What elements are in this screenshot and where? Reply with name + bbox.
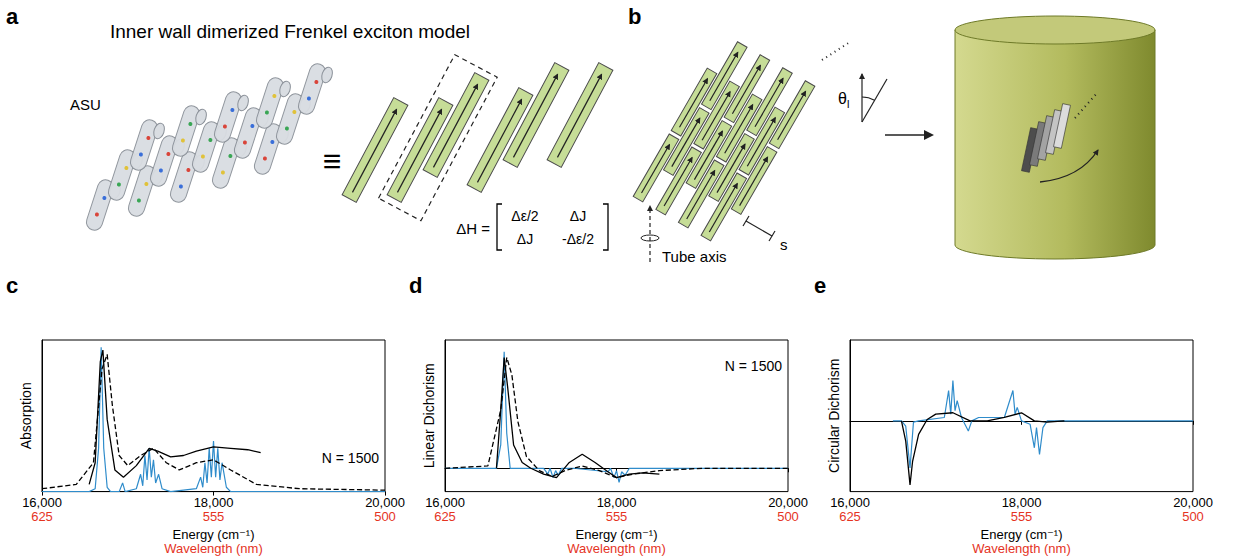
svg-text:Energy (cm⁻¹): Energy (cm⁻¹) — [576, 527, 658, 542]
svg-text:Circular Dichorism: Circular Dichorism — [826, 359, 842, 473]
svg-text:Δε/2: Δε/2 — [511, 208, 538, 224]
svg-text:Energy (cm⁻¹): Energy (cm⁻¹) — [173, 527, 255, 542]
svg-text:θl: θl — [838, 90, 849, 110]
svg-text:N = 1500: N = 1500 — [322, 450, 379, 466]
svg-text:555: 555 — [1011, 509, 1033, 524]
svg-text:625: 625 — [31, 509, 53, 524]
svg-text:Absorption: Absorption — [18, 382, 34, 449]
svg-text:20,000: 20,000 — [768, 495, 808, 510]
svg-text:b: b — [628, 4, 641, 29]
svg-text:Tube axis: Tube axis — [662, 248, 726, 265]
svg-text:-Δε/2: -Δε/2 — [562, 231, 594, 247]
svg-text:18,000: 18,000 — [597, 495, 637, 510]
svg-text:18,000: 18,000 — [194, 495, 234, 510]
svg-text:16,000: 16,000 — [425, 495, 465, 510]
svg-text:≡: ≡ — [323, 143, 342, 179]
svg-text:Inner wall dimerized Frenkel e: Inner wall dimerized Frenkel exciton mod… — [110, 21, 470, 42]
svg-text:d: d — [409, 273, 422, 298]
svg-text:Wavelength (nm): Wavelength (nm) — [567, 541, 666, 556]
svg-text:e: e — [814, 273, 826, 298]
svg-text:500: 500 — [777, 509, 799, 524]
svg-text:ΔJ: ΔJ — [517, 231, 533, 247]
svg-text:ΔH =: ΔH = — [456, 220, 490, 237]
svg-text:a: a — [6, 4, 19, 29]
svg-text:Energy (cm⁻¹): Energy (cm⁻¹) — [981, 527, 1063, 542]
svg-text:18,000: 18,000 — [1002, 495, 1042, 510]
svg-text:16,000: 16,000 — [830, 495, 870, 510]
svg-text:Wavelength (nm): Wavelength (nm) — [972, 541, 1071, 556]
svg-text:ΔJ: ΔJ — [570, 208, 586, 224]
svg-text:500: 500 — [1182, 509, 1204, 524]
svg-text:N = 1500: N = 1500 — [725, 358, 782, 374]
svg-text:ASU: ASU — [70, 96, 101, 113]
svg-text:c: c — [6, 273, 18, 298]
svg-text:16,000: 16,000 — [22, 495, 62, 510]
svg-text:s: s — [780, 236, 788, 253]
svg-text:555: 555 — [606, 509, 628, 524]
svg-text:Wavelength (nm): Wavelength (nm) — [164, 541, 263, 556]
svg-text:500: 500 — [374, 509, 396, 524]
svg-text:625: 625 — [839, 509, 861, 524]
svg-text:Linear Dichorism: Linear Dichorism — [421, 363, 437, 468]
svg-text:555: 555 — [203, 509, 225, 524]
svg-text:625: 625 — [434, 509, 456, 524]
svg-text:20,000: 20,000 — [365, 495, 405, 510]
svg-text:20,000: 20,000 — [1173, 495, 1213, 510]
